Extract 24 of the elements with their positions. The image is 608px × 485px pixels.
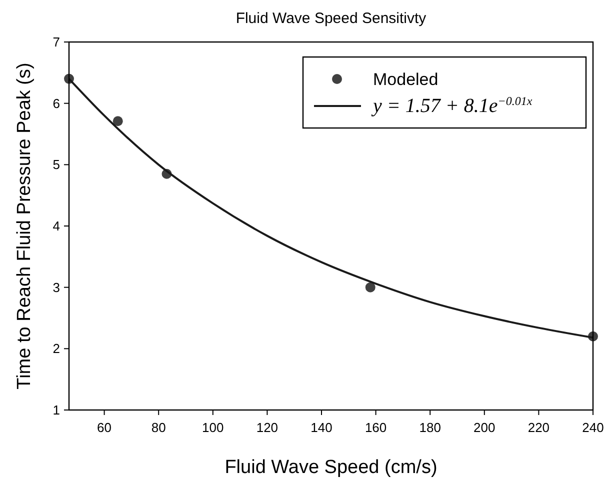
- x-tick-label: 100: [202, 420, 224, 435]
- x-axis-title: Fluid Wave Speed (cm/s): [224, 457, 438, 478]
- point: [112, 116, 123, 126]
- chart-title: Fluid Wave Speed Sensitivty: [236, 10, 427, 27]
- point: [365, 282, 376, 292]
- x-tick-label: 120: [256, 420, 278, 435]
- y-tick-label: 4: [52, 218, 60, 234]
- y-tick-label: 1: [52, 402, 60, 418]
- x-tick-label: 220: [528, 420, 550, 435]
- y-tick-label: 7: [52, 34, 60, 50]
- y-tick-label: 2: [52, 341, 60, 356]
- x-tick-label: 140: [310, 420, 332, 435]
- x-tick-label: 180: [419, 420, 441, 435]
- x-tick-label: 80: [151, 420, 166, 435]
- y-tick-label: 3: [52, 280, 60, 295]
- legend-label: y = 1.57 + 8.1e$^{−0.01x}$: [371, 94, 533, 117]
- legend-label: Modeled: [373, 70, 438, 89]
- x-tick-label: 60: [97, 420, 112, 435]
- y-tick-label: 6: [52, 96, 60, 111]
- y-axis-title: Time to Reach Fluid Pressure Peak (s): [14, 62, 35, 390]
- y-tick-label: 5: [52, 157, 60, 172]
- x-tick-label: 200: [474, 420, 496, 435]
- x-tick-label: 160: [364, 420, 387, 435]
- x-tick-label: 240: [582, 420, 604, 435]
